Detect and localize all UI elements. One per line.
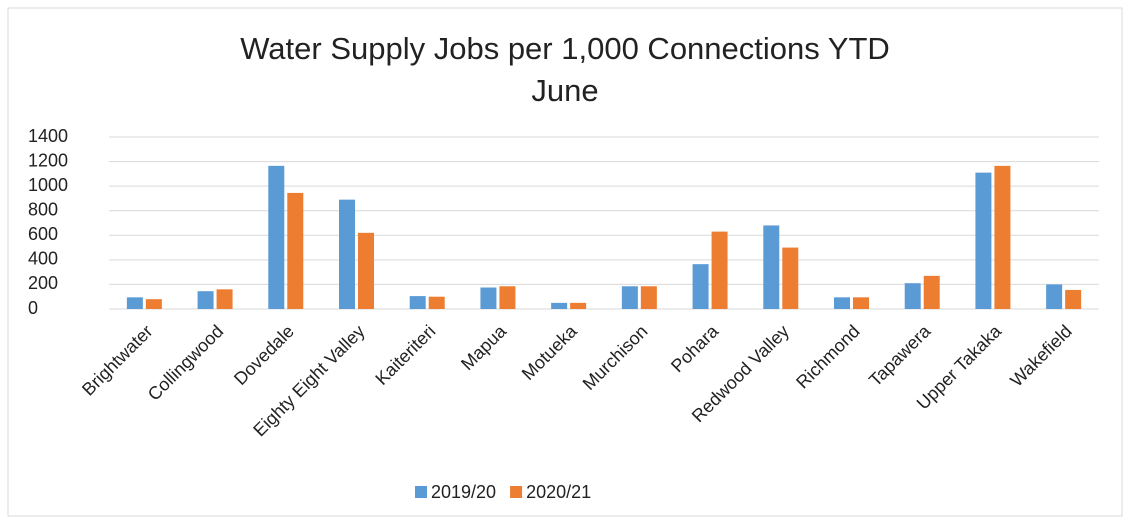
bar — [994, 165, 1011, 309]
y-tick-label: 200 — [28, 273, 58, 293]
bar — [853, 297, 869, 309]
bar — [428, 296, 445, 309]
bar — [268, 165, 285, 309]
legend-label: 2019/20 — [431, 482, 496, 502]
bar — [339, 199, 355, 309]
x-tick-label: Motueka — [518, 320, 582, 384]
bar — [692, 264, 709, 309]
x-tick-label: Kaiteriteri — [371, 321, 439, 389]
x-tick-label: Mapua — [457, 320, 511, 374]
bar — [287, 192, 304, 309]
x-tick-label: Wakefield — [1006, 321, 1076, 391]
x-tick-label: Pohara — [667, 320, 723, 376]
y-tick-label: 600 — [28, 224, 58, 244]
legend-swatch — [415, 486, 427, 498]
bar — [216, 289, 233, 309]
bar — [923, 275, 940, 309]
chart-title: Water Supply Jobs per 1,000 Connections … — [240, 31, 890, 108]
bar — [358, 232, 374, 309]
bar — [975, 172, 992, 309]
x-tick-label: Collingwood — [144, 321, 227, 404]
x-tick-label: Brightwater — [78, 321, 157, 400]
bar — [621, 286, 638, 309]
bar — [570, 302, 587, 309]
x-tick-label: Murchison — [579, 321, 652, 394]
y-tick-label: 1000 — [28, 175, 68, 195]
chart-border — [7, 7, 1123, 517]
bar — [197, 291, 214, 309]
y-tick-label: 1200 — [28, 150, 68, 170]
bar — [126, 297, 143, 309]
y-tick-label: 400 — [28, 249, 58, 269]
x-tick-label: Tapawera — [865, 320, 935, 390]
bar — [763, 225, 780, 309]
bar — [145, 299, 162, 309]
bar — [551, 302, 568, 309]
y-tick-label: 1400 — [28, 126, 68, 146]
bar — [904, 283, 921, 309]
bar — [782, 247, 799, 309]
bar — [640, 286, 657, 309]
y-tick-label: 800 — [28, 199, 58, 219]
x-tick-label: Dovedale — [230, 321, 298, 389]
legend-swatch — [510, 486, 523, 498]
legend-label: 2020/21 — [526, 482, 591, 502]
bar — [834, 297, 850, 309]
y-tick-label: 0 — [28, 298, 38, 318]
bar — [409, 296, 426, 309]
bar — [1065, 289, 1082, 309]
bar — [1046, 284, 1063, 309]
bar — [480, 287, 497, 309]
bar — [711, 231, 728, 309]
bar — [499, 286, 516, 309]
x-tick-label: Richmond — [792, 321, 863, 392]
